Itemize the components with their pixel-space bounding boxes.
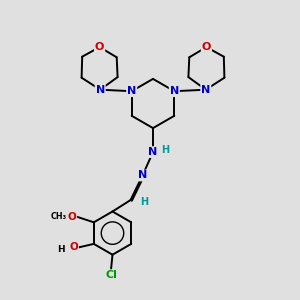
Text: N: N — [201, 85, 210, 95]
Text: H: H — [140, 196, 148, 207]
Text: CH₃: CH₃ — [51, 212, 67, 221]
Text: N: N — [96, 85, 105, 95]
Text: N: N — [170, 86, 179, 96]
Text: H: H — [57, 245, 64, 254]
Text: H: H — [161, 145, 170, 155]
Text: N: N — [127, 86, 136, 96]
Text: N: N — [148, 147, 158, 157]
Text: O: O — [202, 42, 211, 52]
Text: N: N — [138, 170, 147, 181]
Text: Cl: Cl — [105, 270, 117, 280]
Text: O: O — [68, 212, 76, 222]
Text: O: O — [69, 242, 78, 253]
Text: O: O — [95, 42, 104, 52]
